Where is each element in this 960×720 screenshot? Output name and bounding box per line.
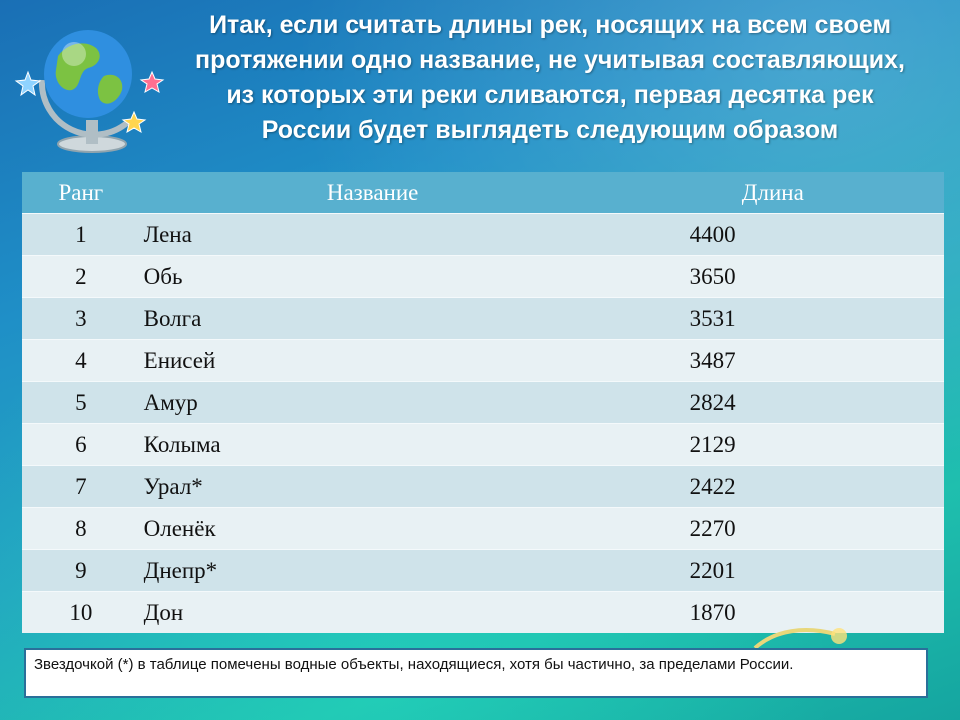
table-row: 2 Обь 3650 (22, 255, 944, 298)
table-row: 9 Днепр* 2201 (22, 549, 944, 592)
rank-cell: 4 (22, 339, 140, 382)
table-row: 7 Урал* 2422 (22, 465, 944, 508)
length-cell: 2270 (601, 507, 944, 550)
rank-cell: 3 (22, 297, 140, 340)
rivers-table: Ранг Название Длина 1 Лена 4400 2 Обь 36… (22, 172, 944, 633)
name-cell: Амур (139, 381, 602, 424)
rank-cell: 7 (22, 465, 140, 508)
star-icon (14, 70, 165, 134)
rank-cell: 1 (22, 213, 140, 256)
table-row: 1 Лена 4400 (22, 213, 944, 256)
name-cell: Оленёк (139, 507, 602, 550)
length-cell: 3487 (601, 339, 944, 382)
rank-cell: 10 (22, 591, 140, 633)
rank-cell: 9 (22, 549, 140, 592)
name-cell: Енисей (139, 339, 602, 382)
length-cell: 4400 (601, 213, 944, 256)
table-row: 4 Енисей 3487 (22, 339, 944, 382)
column-header-length: Длина (601, 172, 944, 214)
footnote: Звездочкой (*) в таблице помечены водные… (24, 648, 928, 698)
length-cell: 3650 (601, 255, 944, 298)
name-cell: Дон (139, 591, 602, 633)
table-row: 6 Колыма 2129 (22, 423, 944, 466)
column-header-name: Название (139, 172, 602, 214)
table-row: 5 Амур 2824 (22, 381, 944, 424)
name-cell: Урал* (139, 465, 602, 508)
name-cell: Днепр* (139, 549, 602, 592)
table-row: 3 Волга 3531 (22, 297, 944, 340)
length-cell: 2129 (601, 423, 944, 466)
length-cell: 2201 (601, 549, 944, 592)
decorative-ornament (745, 620, 855, 650)
table-header-row: Ранг Название Длина (22, 172, 944, 214)
rank-cell: 8 (22, 507, 140, 550)
name-cell: Лена (139, 213, 602, 256)
globe-icon (12, 16, 172, 156)
table-row: 10 Дон 1870 (22, 591, 944, 633)
rank-cell: 2 (22, 255, 140, 298)
name-cell: Колыма (139, 423, 602, 466)
length-cell: 1870 (601, 591, 944, 633)
length-cell: 2422 (601, 465, 944, 508)
name-cell: Волга (139, 297, 602, 340)
rank-cell: 5 (22, 381, 140, 424)
column-header-rank: Ранг (22, 172, 140, 214)
length-cell: 3531 (601, 297, 944, 340)
rank-cell: 6 (22, 423, 140, 466)
table-row: 8 Оленёк 2270 (22, 507, 944, 550)
name-cell: Обь (139, 255, 602, 298)
length-cell: 2824 (601, 381, 944, 424)
slide-title: Итак, если считать длины рек, носящих на… (195, 11, 905, 144)
